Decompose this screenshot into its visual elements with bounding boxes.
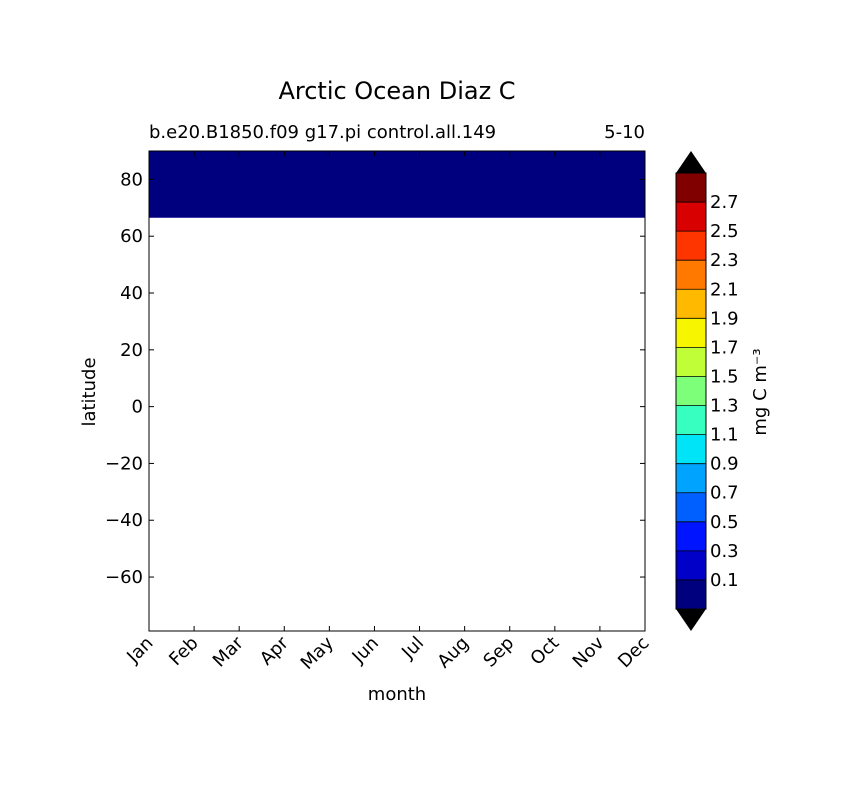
colorbar-under-extension <box>676 609 706 631</box>
colorbar-band <box>676 289 706 319</box>
colorbar-tick-label: 1.1 <box>710 425 739 446</box>
colorbar-band <box>676 434 706 464</box>
colorbar-tick-label: 1.5 <box>710 366 739 387</box>
x-axis: Jan Feb Mar Apr May Jun Jul Aug Sep Oct Nov Dec <box>122 151 654 674</box>
plot-frame <box>148 150 646 632</box>
x-tick-label: Jul <box>397 633 428 664</box>
colorbar-band <box>676 463 706 493</box>
colorbar-band <box>676 260 706 290</box>
x-tick-label: Mar <box>209 632 248 671</box>
colorbar-tick-label: 1.7 <box>710 337 739 358</box>
colorbar-band <box>676 347 706 377</box>
x-tick-label: Nov <box>569 632 609 672</box>
y-tick-label: 20 <box>120 340 143 361</box>
x-tick-label: Apr <box>256 632 293 669</box>
colorbar-band <box>676 521 706 551</box>
colorbar-band <box>676 202 706 232</box>
y-axis-label: latitude <box>79 357 100 426</box>
colorbar-band <box>676 173 706 203</box>
y-tick-label: −60 <box>105 567 143 588</box>
colorbar-band <box>676 231 706 261</box>
x-tick-label: Jan <box>122 633 157 668</box>
colorbar-tick-label: 1.3 <box>710 396 739 417</box>
filled-region-0 <box>149 151 645 218</box>
colorbar-band <box>676 376 706 406</box>
colorbar-tick-label: 0.5 <box>710 512 739 533</box>
colorbar-tick-label: 2.7 <box>710 192 739 213</box>
chart-subtitle-right: 5-10 <box>604 122 645 143</box>
x-tick-label: Dec <box>614 633 653 672</box>
colorbar-tick-label: 0.3 <box>710 541 739 562</box>
y-tick-label: −40 <box>105 510 143 531</box>
x-tick-label: May <box>297 632 338 673</box>
colorbar-over-extension <box>676 151 706 173</box>
colorbar: 0.1 0.3 0.5 0.7 0.9 1.1 1.3 1.5 1.7 1.9 2.1 2.3 2.5 2… <box>675 151 739 631</box>
colorbar-frame <box>675 172 707 610</box>
colorbar-band <box>676 405 706 435</box>
y-tick-label: 60 <box>120 226 143 247</box>
colorbar-tick-label: 1.9 <box>710 308 739 329</box>
y-tick-label: 80 <box>120 169 143 190</box>
colorbar-tick-label: 2.3 <box>710 250 739 271</box>
x-axis-label: month <box>368 684 426 705</box>
colorbar-band <box>676 579 706 609</box>
colorbar-label: mg C m⁻³ <box>750 348 771 435</box>
colorbar-tick-label: 2.1 <box>710 279 739 300</box>
chart-title: Arctic Ocean Diaz C <box>278 77 515 105</box>
colorbar-tick-label: 0.1 <box>710 570 739 591</box>
y-tick-label: −20 <box>105 453 143 474</box>
y-tick-label: 0 <box>132 397 143 418</box>
x-tick-label: Sep <box>479 633 518 672</box>
colorbar-band <box>676 492 706 522</box>
x-tick-label: Jun <box>348 633 383 668</box>
x-tick-label: Aug <box>433 633 473 673</box>
colorbar-tick-label: 0.9 <box>710 454 739 475</box>
colorbar-band <box>676 550 706 580</box>
x-tick-label: Oct <box>526 633 563 670</box>
y-tick-label: 40 <box>120 283 143 304</box>
colorbar-band <box>676 318 706 348</box>
colorbar-tick-label: 2.5 <box>710 221 739 242</box>
colorbar-tick-label: 0.7 <box>710 483 739 504</box>
y-axis: 80 60 40 20 0 −20 −40 −60 <box>105 169 645 588</box>
x-tick-label: Feb <box>165 633 202 670</box>
plot-area <box>148 150 646 632</box>
chart-subtitle-left: b.e20.B1850.f09 g17.pi control.all.149 <box>149 122 496 143</box>
